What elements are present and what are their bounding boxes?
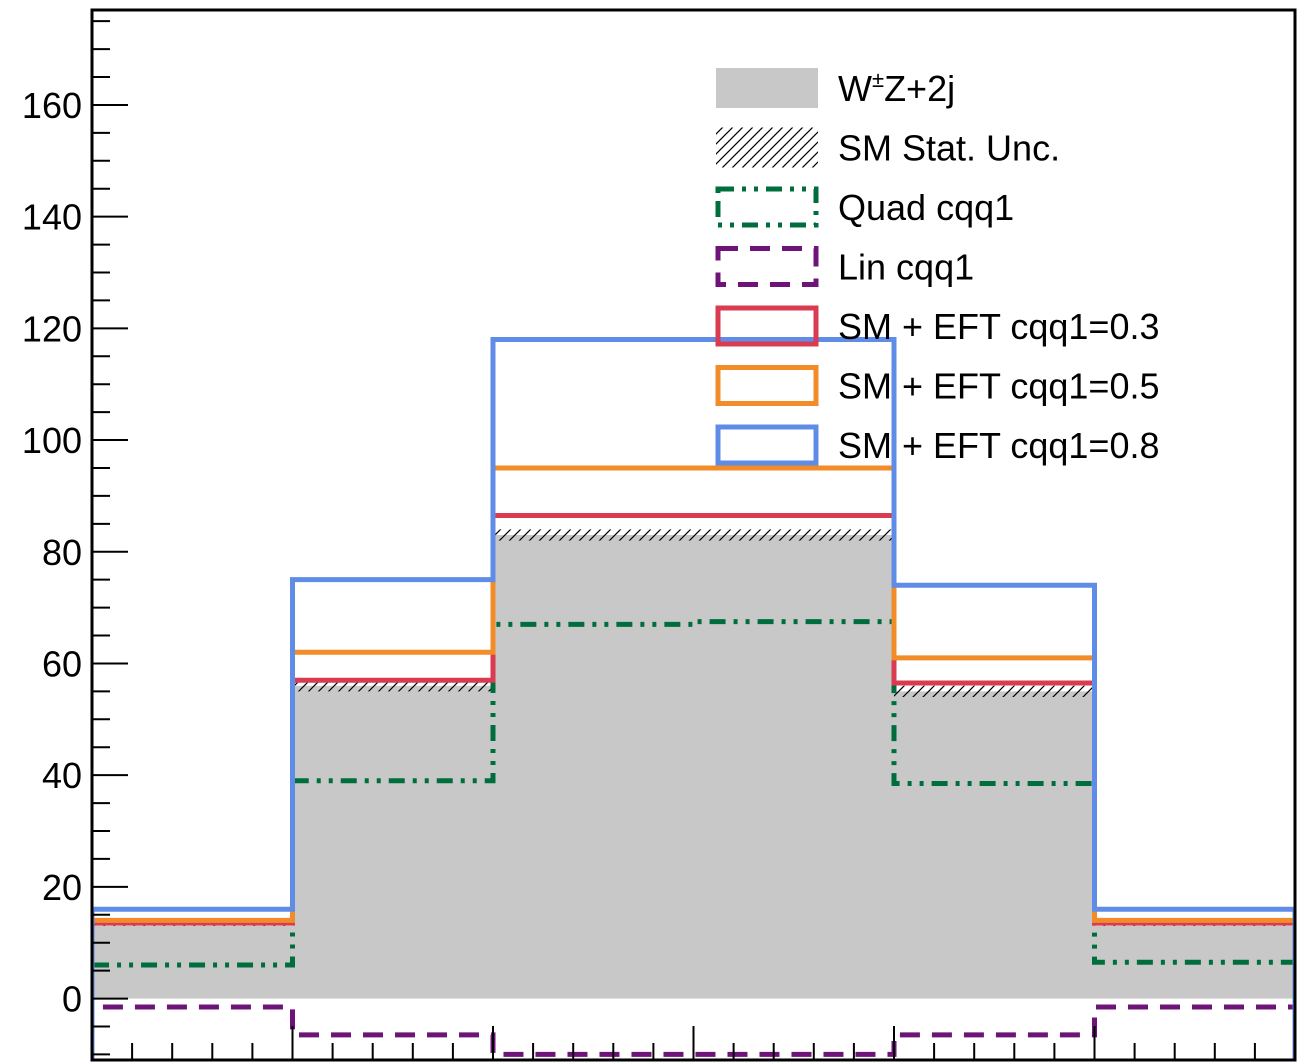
background-bar-0 bbox=[92, 925, 293, 999]
y-tick-label-0: 0 bbox=[62, 979, 82, 1020]
series-line-3 bbox=[92, 465, 1295, 1060]
uncertainty-band-3 bbox=[693, 529, 894, 541]
legend-label-series-1: Lin cqq1 bbox=[838, 247, 974, 288]
uncertainty-band-2 bbox=[493, 529, 694, 541]
legend-swatch-series-2 bbox=[715, 305, 819, 347]
plot-area bbox=[92, 337, 1295, 1060]
legend-label-series-4: SM + EFT cqq1=0.8 bbox=[838, 425, 1160, 466]
legend-swatch-background bbox=[716, 68, 818, 108]
background-bar-2 bbox=[493, 535, 694, 999]
background-bar-4 bbox=[894, 691, 1095, 999]
background-bar-3 bbox=[693, 535, 894, 999]
y-tick-label-160: 160 bbox=[22, 85, 82, 126]
legend-swatch-series-3 bbox=[715, 365, 819, 406]
y-tick-label-100: 100 bbox=[22, 420, 82, 461]
series-line-4 bbox=[92, 337, 1295, 1060]
series-line-0 bbox=[92, 619, 1295, 1060]
axes: 0 20 40 60 80 100 120 140 160 bbox=[22, 8, 1297, 1062]
legend-swatch-series-1 bbox=[715, 246, 819, 287]
y-tick-label-60: 60 bbox=[42, 643, 82, 684]
legend-swatch-series-0 bbox=[715, 186, 819, 228]
legend-label-background: W±Z+2j bbox=[838, 67, 955, 109]
legend-label-series-0: Quad cqq1 bbox=[838, 187, 1014, 228]
series-line-2 bbox=[92, 512, 1295, 1060]
y-tick-label-80: 80 bbox=[42, 532, 82, 573]
legend: W±Z+2j SM Stat. Unc. Quad cqq1 Lin cqq1 SM +… bbox=[715, 67, 1160, 466]
uncertainty-band-4 bbox=[894, 685, 1095, 697]
legend-label-series-2: SM + EFT cqq1=0.3 bbox=[838, 306, 1160, 347]
legend-label-uncertainty: SM Stat. Unc. bbox=[838, 128, 1060, 169]
background-bar-1 bbox=[292, 685, 493, 999]
legend-swatch-series-4 bbox=[715, 424, 819, 466]
legend-swatch-uncertainty bbox=[716, 127, 818, 168]
uncertainty-band-1 bbox=[292, 680, 493, 692]
legend-label-series-3: SM + EFT cqq1=0.5 bbox=[838, 366, 1160, 407]
y-tick-label-40: 40 bbox=[42, 755, 82, 796]
y-tick-label-140: 140 bbox=[22, 197, 82, 238]
y-tick-label-20: 20 bbox=[42, 867, 82, 908]
y-tick-label-120: 120 bbox=[22, 308, 82, 349]
